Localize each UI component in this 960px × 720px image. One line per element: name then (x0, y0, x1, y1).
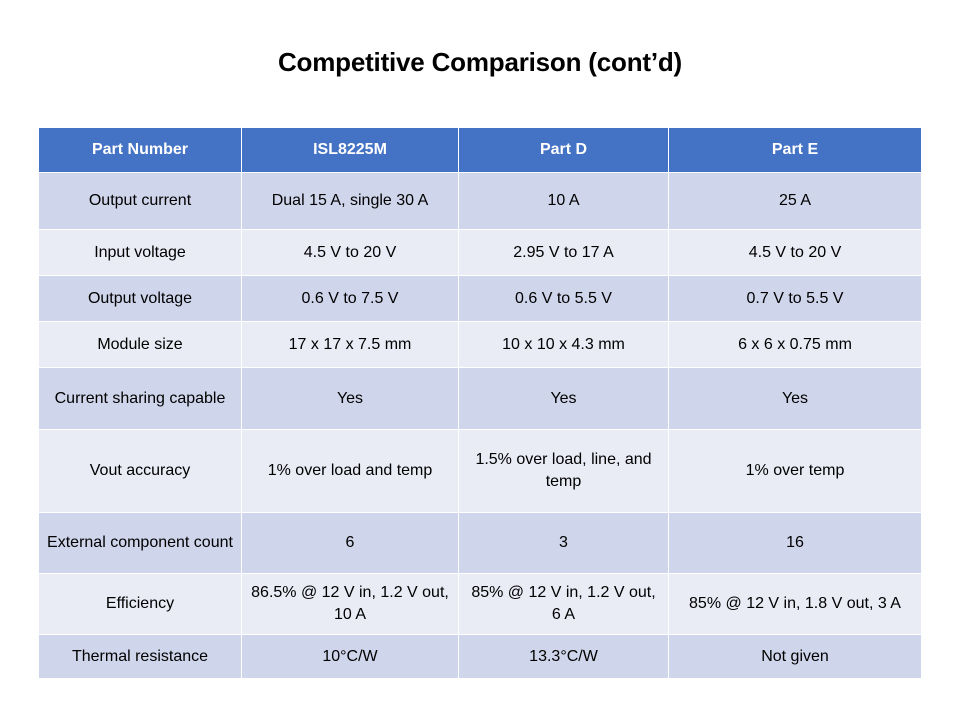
cell-part-e: Not given (668, 634, 922, 679)
cell-part-d: 10 A (458, 172, 669, 230)
cell-part-d: 1.5% over load, line, and temp (458, 429, 669, 513)
header-part-d: Part D (458, 127, 669, 173)
table-header-row: Part Number ISL8225M Part D Part E (38, 127, 922, 173)
table-row: External component count 6 3 16 (38, 512, 922, 574)
row-label: Output voltage (38, 275, 242, 322)
cell-isl8225m: 4.5 V to 20 V (241, 229, 459, 276)
table-row: Output current Dual 15 A, single 30 A 10… (38, 172, 922, 230)
header-part-e: Part E (668, 127, 922, 173)
header-isl8225m: ISL8225M (241, 127, 459, 173)
row-label: Module size (38, 321, 242, 368)
cell-part-e: 0.7 V to 5.5 V (668, 275, 922, 322)
cell-part-d: 13.3°C/W (458, 634, 669, 679)
cell-isl8225m: Yes (241, 367, 459, 430)
header-part-number: Part Number (38, 127, 242, 173)
table-row: Vout accuracy 1% over load and temp 1.5%… (38, 429, 922, 513)
cell-isl8225m: 1% over load and temp (241, 429, 459, 513)
row-label: Vout accuracy (38, 429, 242, 513)
cell-part-d: 3 (458, 512, 669, 574)
cell-part-d: 0.6 V to 5.5 V (458, 275, 669, 322)
cell-part-e: 85% @ 12 V in, 1.8 V out, 3 A (668, 573, 922, 635)
table-row: Output voltage 0.6 V to 7.5 V 0.6 V to 5… (38, 275, 922, 322)
cell-isl8225m: 17 x 17 x 7.5 mm (241, 321, 459, 368)
row-label: Input voltage (38, 229, 242, 276)
cell-part-d: 2.95 V to 17 A (458, 229, 669, 276)
row-label: Efficiency (38, 573, 242, 635)
cell-isl8225m: 0.6 V to 7.5 V (241, 275, 459, 322)
row-label: External component count (38, 512, 242, 574)
cell-part-d: 85% @ 12 V in, 1.2 V out, 6 A (458, 573, 669, 635)
cell-isl8225m: 86.5% @ 12 V in, 1.2 V out, 10 A (241, 573, 459, 635)
row-label: Output current (38, 172, 242, 230)
table-row: Current sharing capable Yes Yes Yes (38, 367, 922, 430)
table-row: Efficiency 86.5% @ 12 V in, 1.2 V out, 1… (38, 573, 922, 635)
cell-part-d: 10 x 10 x 4.3 mm (458, 321, 669, 368)
cell-part-e: 25 A (668, 172, 922, 230)
slide-title: Competitive Comparison (cont’d) (277, 47, 683, 77)
row-label: Current sharing capable (38, 367, 242, 430)
cell-part-e: 6 x 6 x 0.75 mm (668, 321, 922, 368)
cell-part-e: 1% over temp (668, 429, 922, 513)
cell-part-e: Yes (668, 367, 922, 430)
table-row: Thermal resistance 10°C/W 13.3°C/W Not g… (38, 634, 922, 679)
comparison-table: Part Number ISL8225M Part D Part E Outpu… (38, 127, 922, 679)
cell-part-e: 4.5 V to 20 V (668, 229, 922, 276)
cell-isl8225m: Dual 15 A, single 30 A (241, 172, 459, 230)
table-row: Module size 17 x 17 x 7.5 mm 10 x 10 x 4… (38, 321, 922, 368)
cell-isl8225m: 10°C/W (241, 634, 459, 679)
cell-part-e: 16 (668, 512, 922, 574)
cell-isl8225m: 6 (241, 512, 459, 574)
row-label: Thermal resistance (38, 634, 242, 679)
table-row: Input voltage 4.5 V to 20 V 2.95 V to 17… (38, 229, 922, 276)
cell-part-d: Yes (458, 367, 669, 430)
